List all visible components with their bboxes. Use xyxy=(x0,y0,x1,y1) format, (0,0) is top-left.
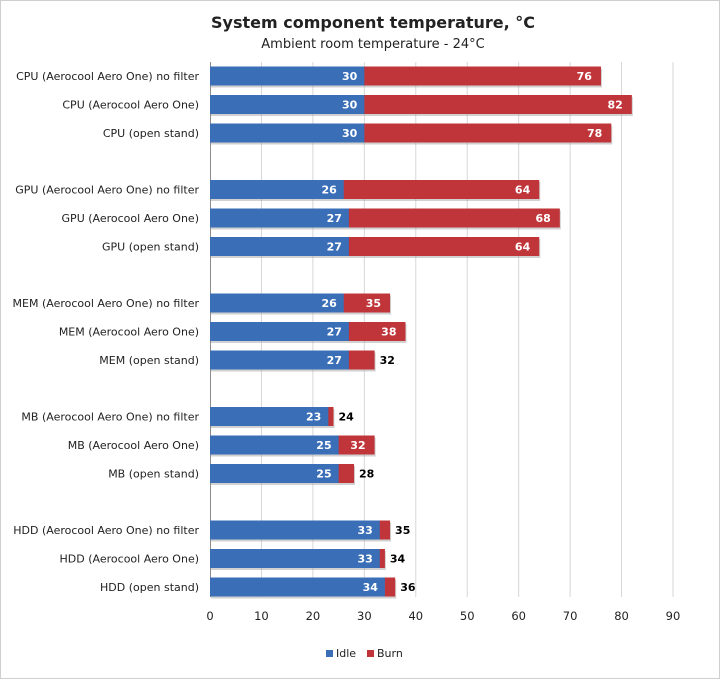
x-tick-label: 80 xyxy=(614,609,629,623)
data-label-burn: 76 xyxy=(577,70,593,83)
data-label-idle: 25 xyxy=(316,468,331,481)
x-tick-label: 0 xyxy=(206,609,213,623)
category-label: CPU (Aerocool Aero One) xyxy=(62,99,199,112)
category-label: GPU (Aerocool Aero One) no filter xyxy=(15,184,199,197)
data-label-burn: 64 xyxy=(515,241,531,254)
legend-label-burn: Burn xyxy=(377,647,403,660)
legend-swatch-burn xyxy=(367,650,374,657)
data-label-burn: 82 xyxy=(608,99,623,112)
data-label-idle: 26 xyxy=(321,184,337,197)
data-label-idle: 25 xyxy=(316,439,331,452)
data-label-burn: 32 xyxy=(350,439,365,452)
data-label-idle: 26 xyxy=(321,297,337,310)
data-label-burn: 34 xyxy=(390,553,406,566)
data-label-idle: 30 xyxy=(342,99,358,112)
data-label-idle: 27 xyxy=(327,354,342,367)
bar-idle xyxy=(210,123,365,143)
data-label-burn: 24 xyxy=(338,411,354,424)
category-label: HDD (open stand) xyxy=(100,581,199,594)
data-label-burn: 35 xyxy=(395,524,410,537)
category-label: MEM (open stand) xyxy=(99,354,199,367)
x-tick-label: 10 xyxy=(254,609,269,623)
data-label-idle: 33 xyxy=(357,524,372,537)
data-label-burn: 64 xyxy=(515,184,531,197)
category-label: GPU (open stand) xyxy=(102,241,199,254)
x-tick-label: 20 xyxy=(306,609,321,623)
x-tick-label: 70 xyxy=(563,609,578,623)
x-tick-label: 90 xyxy=(666,609,681,623)
bar-idle xyxy=(210,322,349,341)
data-label-burn: 28 xyxy=(359,468,374,481)
category-label: HDD (Aerocool Aero One) xyxy=(60,553,199,566)
category-label: MB (open stand) xyxy=(108,468,199,481)
category-label: CPU (Aerocool Aero One) no filter xyxy=(16,70,199,83)
chart-title: System component temperature, °C xyxy=(211,13,535,32)
bar-idle xyxy=(210,549,380,568)
bar-idle xyxy=(210,180,344,199)
legend: Idle Burn xyxy=(326,647,403,660)
x-axis-ticks: 0 10 20 30 40 50 60 70 80 90 xyxy=(206,609,680,623)
data-label-burn: 35 xyxy=(366,297,381,310)
chart-subtitle: Ambient room temperature - 24°C xyxy=(261,37,484,52)
category-label: MEM (Aerocool Aero One) no filter xyxy=(13,297,200,310)
category-label: CPU (open stand) xyxy=(103,127,199,140)
category-labels: CPU (Aerocool Aero One) no filter CPU (Ae… xyxy=(13,70,200,594)
bar-idle xyxy=(210,577,385,597)
bars: 30 76 30 82 30 78 26 64 27 68 27 64 26 35 27 38 27 32 23 24… xyxy=(210,66,633,599)
data-label-idle: 23 xyxy=(306,411,321,424)
bar-idle xyxy=(210,350,349,370)
bar-idle xyxy=(210,407,329,426)
bar-idle xyxy=(210,520,380,540)
bar-idle xyxy=(210,435,339,455)
data-label-idle: 30 xyxy=(342,70,358,83)
category-label: MB (Aerocool Aero One) no filter xyxy=(21,411,199,424)
data-label-idle: 33 xyxy=(357,553,372,566)
x-tick-label: 30 xyxy=(357,609,372,623)
x-tick-label: 50 xyxy=(460,609,475,623)
category-label: MB (Aerocool Aero One) xyxy=(68,439,199,452)
data-label-idle: 27 xyxy=(327,241,342,254)
data-label-burn: 36 xyxy=(400,581,416,594)
legend-swatch-idle xyxy=(326,650,333,657)
data-label-idle: 27 xyxy=(327,212,342,225)
data-label-idle: 27 xyxy=(327,326,342,339)
bar-idle xyxy=(210,237,349,256)
data-label-burn: 38 xyxy=(381,326,396,339)
category-label: MEM (Aerocool Aero One) xyxy=(59,326,199,339)
data-label-burn: 32 xyxy=(380,354,395,367)
x-tick-label: 60 xyxy=(511,609,526,623)
data-label-burn: 68 xyxy=(536,212,551,225)
bar-idle xyxy=(210,208,349,228)
data-label-idle: 34 xyxy=(363,581,379,594)
bar-idle xyxy=(210,95,365,114)
bar-idle xyxy=(210,66,365,86)
data-label-idle: 30 xyxy=(342,127,358,140)
bar-idle xyxy=(210,293,344,313)
legend-label-idle: Idle xyxy=(336,647,356,660)
data-label-burn: 78 xyxy=(587,127,602,140)
category-label: GPU (Aerocool Aero One) xyxy=(62,212,199,225)
bar-idle xyxy=(210,464,339,483)
x-tick-label: 40 xyxy=(408,609,423,623)
category-label: HDD (Aerocool Aero One) no filter xyxy=(13,524,199,537)
